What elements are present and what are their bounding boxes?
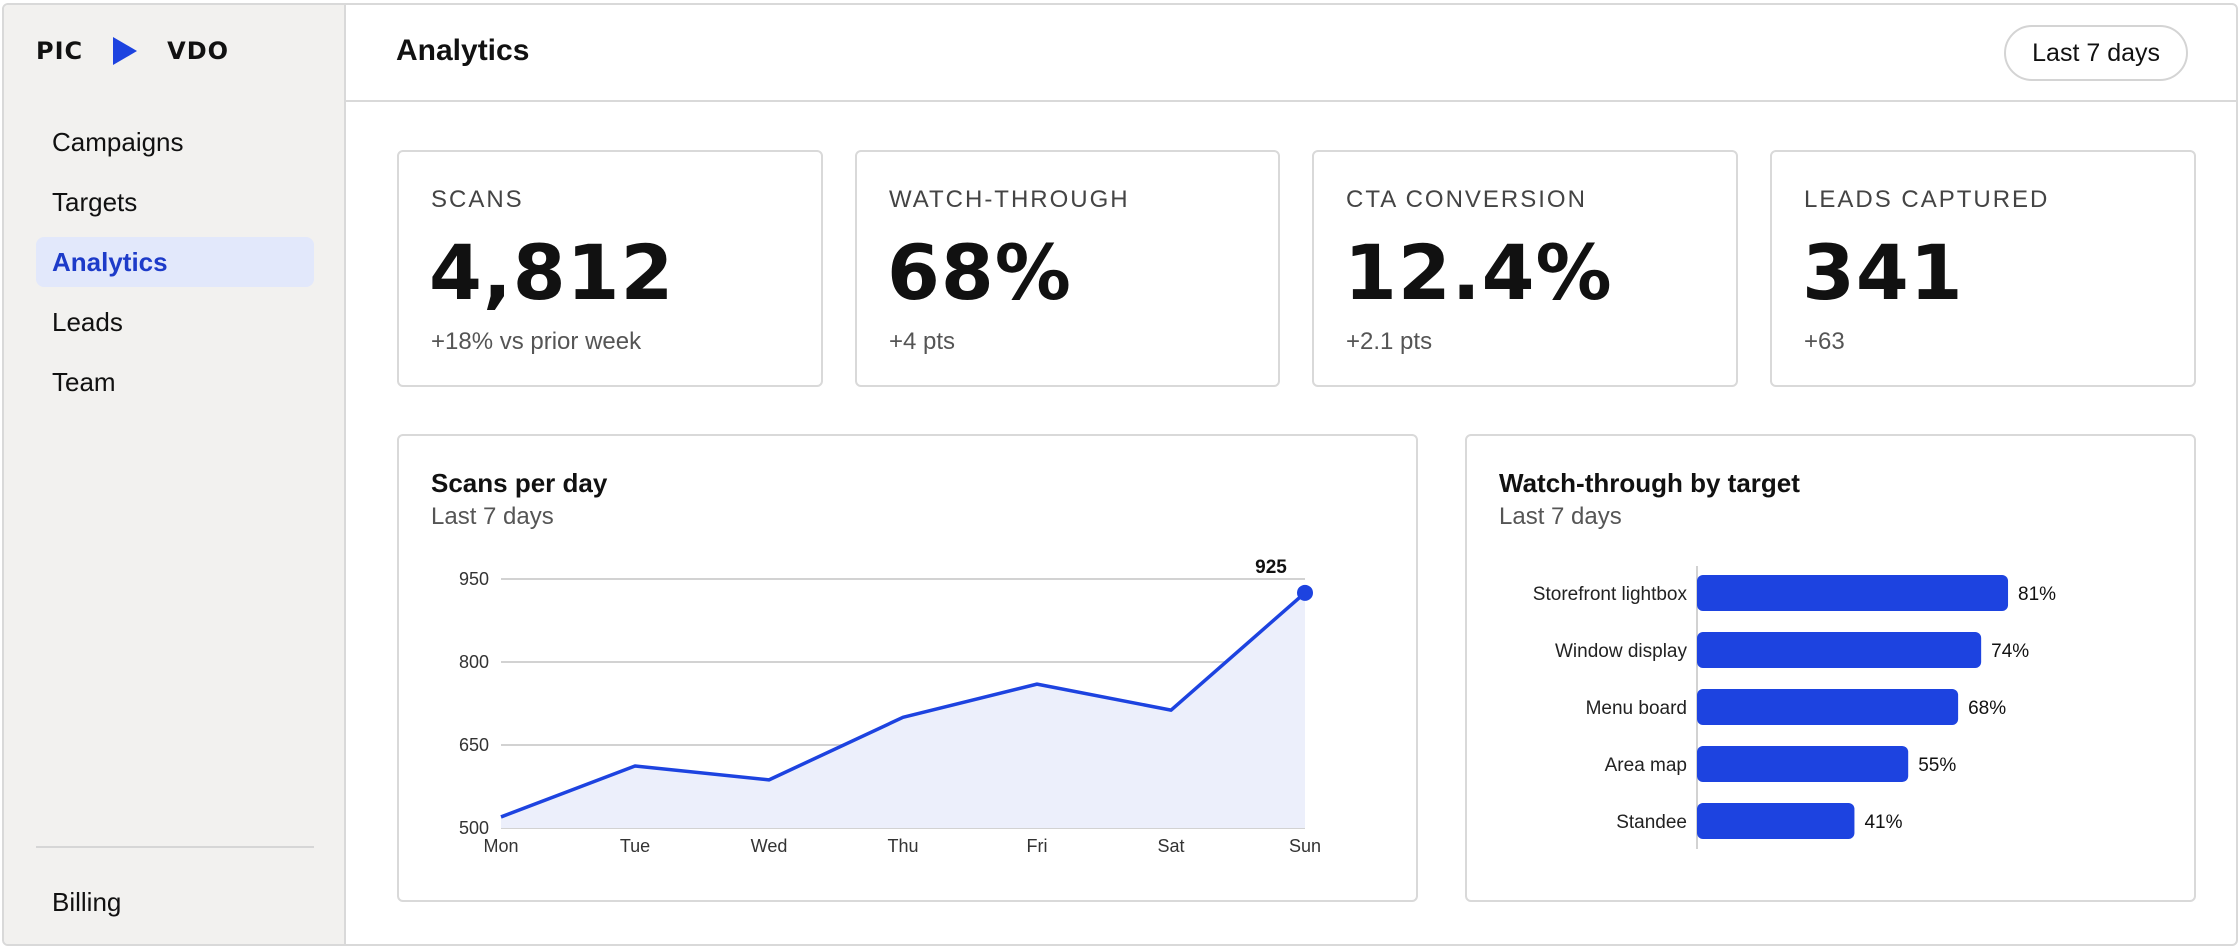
bar xyxy=(1697,746,1909,782)
page-header: Analytics Last 7 days xyxy=(346,5,2236,102)
kpi-label: LEADS CAPTURED xyxy=(1804,186,2050,213)
chart-subtitle: Last 7 days xyxy=(1499,503,1622,530)
watch-bar-chart: Storefront lightbox 81% Window display 74% M… xyxy=(1533,566,2056,849)
kpi-delta: +18% vs prior week xyxy=(431,328,642,355)
bar xyxy=(1697,689,1959,725)
sidebar-item-analytics[interactable]: Analytics xyxy=(36,237,314,287)
sidebar-divider xyxy=(36,846,314,848)
bar-category-label: Standee xyxy=(1616,812,1687,833)
x-tick-label: Thu xyxy=(887,836,918,856)
kpi-label: CTA CONVERSION xyxy=(1346,186,1587,213)
scans-line-chart: 500 650 800 950 925 Mon Tue Wed Thu Fri Sat Sun xyxy=(459,557,1321,856)
play-icon xyxy=(113,37,138,65)
bar-value-label: 41% xyxy=(1864,812,1902,833)
bar xyxy=(1697,803,1855,839)
sidebar-item-campaigns[interactable]: Campaigns xyxy=(52,126,184,157)
bar-category-label: Storefront lightbox xyxy=(1533,584,1688,605)
kpi-label: WATCH-THROUGH xyxy=(889,186,1130,213)
peak-value-label: 925 xyxy=(1255,557,1287,578)
area-fill xyxy=(501,592,1305,828)
bar xyxy=(1697,632,1982,668)
x-tick-label: Fri xyxy=(1027,836,1048,856)
y-tick-label: 800 xyxy=(459,652,489,672)
sidebar-item-targets[interactable]: Targets xyxy=(52,186,138,217)
page-title: Analytics xyxy=(396,34,530,67)
x-tick-label: Sun xyxy=(1289,836,1321,856)
brand-logo[interactable]: PIC VDO xyxy=(36,33,229,69)
date-range-button[interactable]: Last 7 days xyxy=(2004,25,2188,81)
kpi-value: 4,812 xyxy=(429,228,675,317)
sidebar-item-billing[interactable]: Billing xyxy=(52,886,122,917)
kpi-card-watch-through: WATCH-THROUGH 68% +4 pts xyxy=(855,150,1280,387)
kpi-value: 12.4% xyxy=(1344,228,1613,317)
kpi-value: 341 xyxy=(1802,228,1964,317)
chart-subtitle: Last 7 days xyxy=(431,503,554,530)
x-tick-label: Wed xyxy=(751,836,788,856)
watch-chart-card: Watch-through by target Last 7 days Stor… xyxy=(1465,434,2196,902)
sidebar-nav: Campaigns Targets Analytics Leads Team xyxy=(36,117,314,417)
app-window: PIC VDO Campaigns Targets Analytics Lead… xyxy=(2,3,2238,946)
sidebar-item-leads[interactable]: Leads xyxy=(52,306,123,337)
kpi-value: 68% xyxy=(887,228,1072,317)
kpi-label: SCANS xyxy=(431,186,524,213)
x-tick-label: Tue xyxy=(620,836,650,856)
kpi-delta: +4 pts xyxy=(889,328,956,355)
logo-text-left: PIC xyxy=(36,37,84,65)
kpi-delta: +2.1 pts xyxy=(1346,328,1433,355)
scans-series-line xyxy=(500,591,1307,819)
data-point xyxy=(1297,584,1313,601)
bar-value-label: 68% xyxy=(1968,698,2006,719)
kpi-delta: +63 xyxy=(1804,328,1845,355)
y-tick-label: 650 xyxy=(459,735,489,755)
sidebar: PIC VDO Campaigns Targets Analytics Lead… xyxy=(4,5,346,944)
x-tick-label: Sat xyxy=(1157,836,1184,856)
bar-value-label: 55% xyxy=(1918,755,1956,776)
y-tick-label: 500 xyxy=(459,818,489,838)
bar-value-label: 74% xyxy=(1991,641,2029,662)
sidebar-item-team[interactable]: Team xyxy=(52,366,116,397)
scans-chart-card: Scans per day Last 7 days 500 650 800 950 92… xyxy=(397,434,1418,902)
bar-category-label: Menu board xyxy=(1586,698,1687,719)
bar xyxy=(1697,575,2009,611)
logo-text-right: VDO xyxy=(167,37,230,65)
chart-title: Scans per day xyxy=(431,468,608,498)
kpi-card-leads-captured: LEADS CAPTURED 341 +63 xyxy=(1770,150,2196,387)
bar-value-label: 81% xyxy=(2018,584,2056,605)
kpi-card-cta-conversion: CTA CONVERSION 12.4% +2.1 pts xyxy=(1312,150,1738,387)
x-tick-label: Mon xyxy=(483,836,518,856)
bar-category-label: Area map xyxy=(1605,755,1687,776)
chart-title: Watch-through by target xyxy=(1499,468,1800,498)
y-tick-label: 950 xyxy=(459,569,489,589)
bar-category-label: Window display xyxy=(1555,641,1687,662)
kpi-card-scans: SCANS 4,812 +18% vs prior week xyxy=(397,150,823,387)
